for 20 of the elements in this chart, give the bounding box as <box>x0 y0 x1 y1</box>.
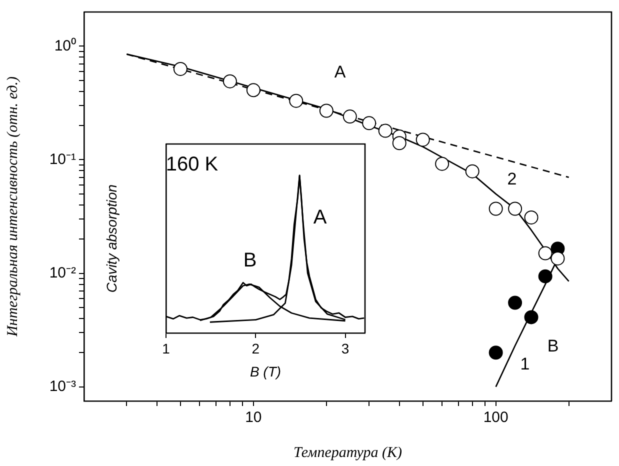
y-tick-label: 10⁻¹ <box>49 150 76 168</box>
annotation: A <box>313 206 328 229</box>
y-tick-label: 10⁰ <box>54 37 76 54</box>
annotation: A <box>334 62 346 82</box>
y-axis-title: Интегральная интенсивность (отн. ед.) <box>4 76 21 338</box>
annotation: B <box>243 250 257 272</box>
x-tick-label: 10 <box>245 409 262 426</box>
annotation: 2 <box>507 170 517 189</box>
x-axis-title: B (T) <box>250 363 282 380</box>
x-tick-label: 100 <box>483 409 508 426</box>
x-tick-label: 3 <box>341 340 350 356</box>
y-tick-label: 10⁻³ <box>49 378 76 395</box>
x-tick-label: 2 <box>252 340 260 356</box>
x-tick-label: 1 <box>162 340 170 356</box>
y-axis-title: Cavity absorption <box>103 184 120 293</box>
annotation: 160 K <box>166 154 219 176</box>
annotation: B <box>547 336 559 356</box>
y-tick-label: 10⁻² <box>49 264 76 282</box>
annotation: 1 <box>520 354 530 374</box>
x-axis-title: Температура (К) <box>294 444 402 461</box>
